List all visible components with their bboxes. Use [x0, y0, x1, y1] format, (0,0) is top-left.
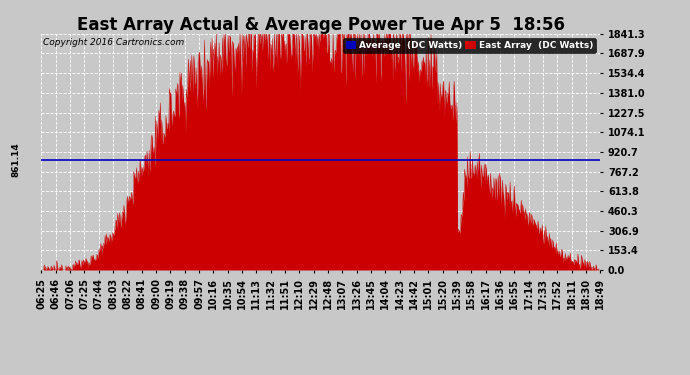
Title: East Array Actual & Average Power Tue Apr 5  18:56: East Array Actual & Average Power Tue Ap… — [77, 16, 565, 34]
Text: Copyright 2016 Cartronics.com: Copyright 2016 Cartronics.com — [43, 39, 184, 48]
Legend: Average  (DC Watts), East Array  (DC Watts): Average (DC Watts), East Array (DC Watts… — [343, 38, 595, 53]
Text: 861.14: 861.14 — [12, 142, 21, 177]
